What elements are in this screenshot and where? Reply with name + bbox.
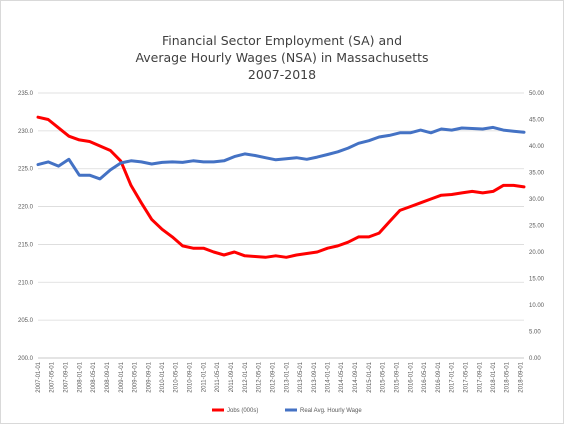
legend-label: Real Avg. Hourly Wage: [300, 408, 362, 414]
x-axis-tick-label: 2014-05-01: [339, 361, 345, 392]
left-axis-tick-label: 200.0: [18, 356, 34, 362]
left-axis-tick-label: 235.0: [18, 91, 34, 97]
x-axis-tick-label: 2012-09-01: [270, 361, 276, 392]
jobs-series-line: [36, 115, 526, 259]
chart-title-line-1: Financial Sector Employment (SA) and: [161, 33, 403, 48]
x-axis-tick-label: 2016-09-01: [436, 361, 442, 392]
x-axis-tick-label: 2009-05-01: [132, 361, 138, 392]
x-axis-tick-label: 2008-09-01: [105, 361, 111, 392]
x-axis-tick-label: 2010-01-01: [160, 361, 166, 392]
left-axis-tick-label: 210.0: [18, 280, 34, 286]
wage-series-line: [36, 125, 526, 181]
x-axis-tick-label: 2010-05-01: [174, 361, 180, 392]
x-axis-tick-label: 2012-01-01: [243, 361, 249, 392]
legend-label: Jobs (000s): [227, 408, 258, 414]
x-axis-tick-label: 2013-01-01: [284, 361, 290, 392]
x-axis-tick-label: 2008-01-01: [77, 361, 83, 392]
right-axis-tick-label: 35.00: [529, 171, 545, 177]
left-axis-tick-label: 225.0: [18, 167, 34, 173]
left-axis-tick-label: 220.0: [18, 205, 34, 211]
x-axis-tick-label: 2017-01-01: [450, 361, 456, 392]
x-axis-tick-label: 2011-05-01: [215, 361, 221, 392]
x-axis-tick-label: 2015-05-01: [381, 361, 387, 392]
right-axis-tick-label: 45.00: [529, 118, 545, 124]
right-axis-tick-label: 5.00: [529, 330, 541, 336]
x-axis-tick-label: 2016-05-01: [422, 361, 428, 392]
x-axis-tick-label: 2008-05-01: [91, 361, 97, 392]
right-axis-tick-label: 10.00: [529, 303, 545, 309]
right-axis-tick-label: 25.00: [529, 224, 545, 230]
chart-title-line-2: Average Hourly Wages (NSA) in Massachuse…: [135, 50, 429, 65]
left-axis-tick-label: 215.0: [18, 242, 34, 248]
right-axis-tick-label: 30.00: [529, 197, 545, 203]
x-axis-tick-label: 2018-01-01: [491, 361, 497, 392]
x-axis-tick-label: 2012-05-01: [257, 361, 263, 392]
x-axis-tick-label: 2013-05-01: [298, 361, 304, 392]
right-axis-tick-label: 40.00: [529, 144, 545, 150]
x-axis-tick-label: 2018-09-01: [519, 361, 525, 392]
left-axis-tick-label: 230.0: [18, 129, 34, 135]
right-axis-tick-label: 50.00: [529, 91, 545, 97]
x-axis-tick-label: 2010-09-01: [188, 361, 194, 392]
x-axis-tick-label: 2018-05-01: [505, 361, 511, 392]
right-axis-tick-label: 20.00: [529, 250, 545, 256]
left-axis-tick-label: 205.0: [18, 318, 34, 324]
x-axis-tick-label: 2011-01-01: [201, 361, 207, 392]
x-axis-tick-label: 2017-09-01: [477, 361, 483, 392]
x-axis-tick-label: 2007-05-01: [50, 361, 56, 392]
x-axis-tick-label: 2015-09-01: [394, 361, 400, 392]
chart-title-line-3: 2007-2018: [247, 67, 317, 82]
x-axis-tick-label: 2007-01-01: [36, 361, 42, 392]
right-axis-tick-label: 0.00: [529, 356, 541, 362]
x-axis-tick-label: 2014-09-01: [353, 361, 359, 392]
x-axis-tick-label: 2007-09-01: [64, 361, 70, 392]
x-axis-tick-label: 2009-09-01: [146, 361, 152, 392]
x-axis-tick-label: 2017-05-01: [463, 361, 469, 392]
x-axis-tick-label: 2014-01-01: [326, 361, 332, 392]
right-axis-tick-label: 15.00: [529, 277, 545, 283]
x-axis-tick-label: 2009-01-01: [119, 361, 125, 392]
x-axis-tick-label: 2013-09-01: [312, 361, 318, 392]
x-axis-tick-label: 2011-09-01: [229, 361, 235, 392]
x-axis-tick-label: 2015-01-01: [367, 361, 373, 392]
x-axis-tick-label: 2016-01-01: [408, 361, 414, 392]
